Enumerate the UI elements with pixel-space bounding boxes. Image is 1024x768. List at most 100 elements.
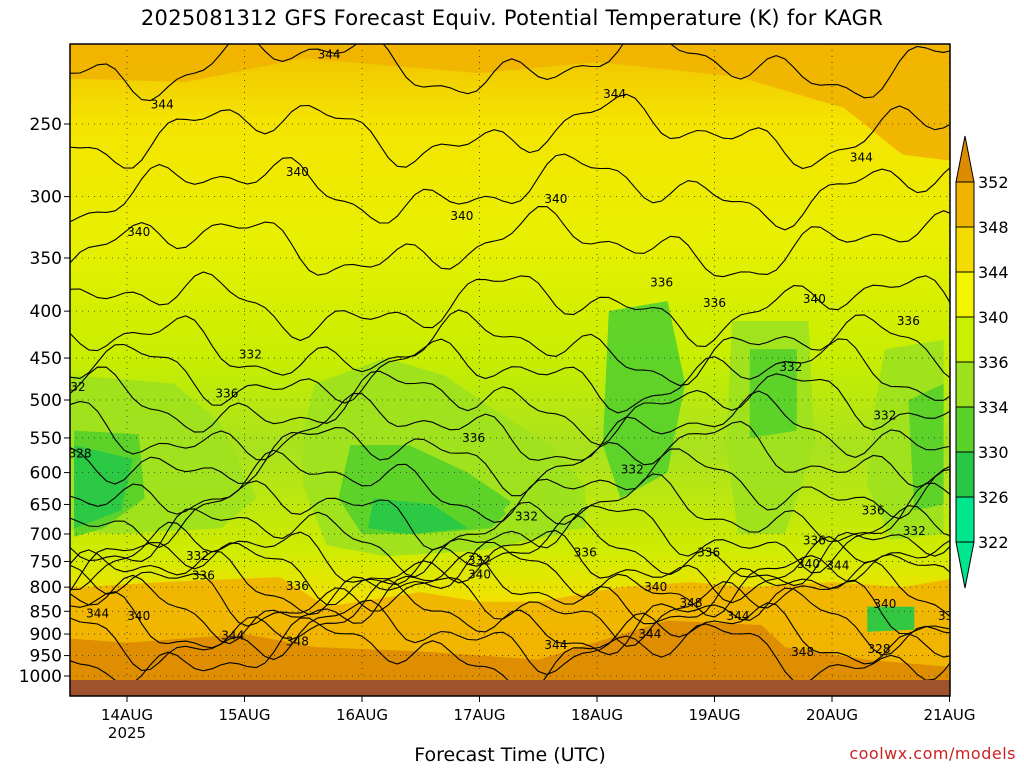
contour-label: 340	[644, 580, 667, 594]
x-tick-label: 20AUG	[806, 706, 858, 724]
contour-label: 340	[544, 192, 567, 206]
y-tick-label: 650	[30, 495, 62, 515]
colorbar-box	[955, 496, 975, 543]
contour-label: 340	[127, 225, 150, 239]
y-tick-label: 700	[30, 525, 62, 545]
contour-line-7	[70, 366, 950, 446]
x-tick-label: 17AUG	[454, 706, 506, 724]
plot-area: 3443443443443403403403403403363363363323…	[0, 44, 961, 696]
contour-line-6	[70, 338, 950, 414]
colorbar-label: 352	[978, 173, 1009, 192]
shaded-region-14	[70, 44, 950, 161]
colorbar-box	[955, 361, 975, 408]
y-tick-label: 500	[30, 391, 62, 411]
contour-label: 348	[680, 596, 703, 610]
contour-label: 336	[650, 275, 673, 289]
contour-line-9	[70, 420, 950, 497]
y-tick-label: 1000	[19, 667, 62, 687]
contour-line-4	[70, 271, 950, 347]
chart-title: 2025081312 GFS Forecast Equiv. Potential…	[140, 6, 884, 30]
colorbar-bottom-triangle	[955, 541, 975, 589]
y-tick-label: 300	[30, 188, 62, 208]
contour-label: 332	[515, 510, 538, 524]
plot-frame	[69, 43, 951, 697]
contour-line-5	[70, 309, 950, 386]
colorbar-label: 348	[978, 218, 1009, 237]
contour-line-20	[70, 617, 950, 694]
contour-label: 332	[468, 553, 491, 567]
y-tick-label: 400	[30, 302, 62, 322]
colorbar-label: 334	[978, 398, 1009, 417]
colorbar-label: 340	[978, 308, 1009, 327]
x-year-label: 2025	[108, 724, 146, 742]
contour-label: 328	[868, 642, 891, 656]
contour-label: 340	[873, 597, 896, 611]
contour-label: 332	[186, 549, 209, 563]
credit-text[interactable]: coolwx.com/models	[849, 744, 1016, 763]
shaded-region-15	[867, 606, 915, 632]
contour-label: 336	[215, 387, 238, 401]
colorbar-box	[955, 451, 975, 498]
colorbar-top-triangle	[955, 135, 975, 183]
x-tick-label: 14AUG	[101, 706, 153, 724]
contour-label: 340	[450, 209, 473, 223]
y-tick-label: 800	[30, 578, 62, 598]
y-tick-label: 900	[30, 625, 62, 645]
contour-label: 332	[779, 360, 802, 374]
contour-label: 332	[239, 347, 262, 361]
contour-label: 348	[791, 645, 814, 659]
contour-line-18	[70, 579, 950, 656]
shaded-region-2	[74, 445, 133, 529]
shaded-region-5	[367, 498, 468, 534]
contour-label: 340	[286, 165, 309, 179]
x-axis: 14AUG 15AUG 16AUG 17AUG 18AUG 19AUG 20AUG 21AUG…	[101, 696, 975, 742]
contour-label: 336	[462, 431, 485, 445]
contour-label: 336	[697, 545, 720, 559]
contour-line-19	[70, 599, 950, 676]
contour-line-2	[70, 153, 950, 231]
contour-line-11	[70, 473, 950, 551]
contour-label: 348	[286, 634, 309, 648]
contour-label: 336	[897, 314, 920, 328]
x-tick-label: 21AUG	[924, 706, 976, 724]
x-tick-label: 18AUG	[571, 706, 623, 724]
contour-label: 332	[63, 380, 86, 394]
contour-label: 332	[621, 462, 644, 476]
colorbar-box	[955, 226, 975, 273]
x-tick-label: 19AUG	[689, 706, 741, 724]
contour-line-17	[70, 574, 950, 647]
contour-label: 344	[603, 87, 626, 101]
colorbar-label: 322	[978, 533, 1009, 552]
y-tick-label: 600	[30, 464, 62, 484]
contour-label: 344	[221, 628, 244, 642]
contour-label: 332	[903, 524, 926, 538]
colorbar: 352 348 344 340 336 334 330 326 322	[955, 135, 1009, 589]
contour-label: 336	[574, 545, 597, 559]
contour-line-3	[70, 206, 950, 278]
contour-line-8	[70, 390, 950, 461]
colorbar-label: 326	[978, 488, 1009, 507]
contour-labels: 3443443443443403403403403403363363363323…	[0, 48, 961, 660]
contour-label: 340	[803, 292, 826, 306]
x-tick-label: 15AUG	[219, 706, 271, 724]
contour-label: 344	[850, 151, 873, 165]
contour-line-12	[70, 505, 950, 578]
contour-label: 328	[0, 554, 3, 568]
ground-strip	[70, 680, 950, 696]
contour-label: 336	[938, 609, 961, 623]
contour-label: 340	[468, 568, 491, 582]
contour-line-16	[70, 551, 950, 627]
contour-line-1	[70, 93, 950, 170]
contour-label: 332	[873, 409, 896, 423]
contour-label: 340	[797, 557, 820, 571]
contour-line-10	[70, 448, 950, 523]
contour-label: 344	[151, 97, 174, 111]
colorbar-box	[955, 271, 975, 318]
colorbar-box	[955, 406, 975, 453]
y-tick-label: 850	[30, 602, 62, 622]
y-axis: 250 300 350 400 450 500 550 600 650 700 750 800 850 9…	[19, 115, 70, 687]
contour-line-0	[70, 44, 950, 102]
contour-label: 340	[127, 609, 150, 623]
colorbar-label: 344	[978, 263, 1009, 282]
